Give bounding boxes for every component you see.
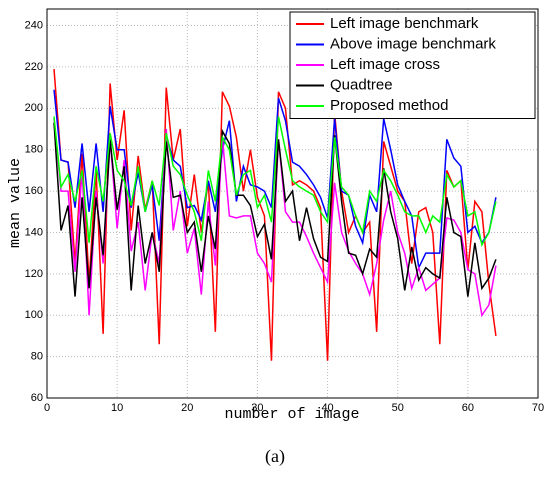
line-series bbox=[53, 116, 497, 247]
legend-label: Quadtree bbox=[330, 76, 393, 93]
line-series bbox=[53, 122, 497, 297]
x-tick-label: 60 bbox=[462, 402, 474, 414]
x-tick-label: 30 bbox=[251, 402, 263, 414]
line-series bbox=[53, 89, 497, 271]
x-tick-label: 40 bbox=[321, 402, 333, 414]
y-tick-label: 180 bbox=[25, 144, 43, 156]
y-tick-label: 160 bbox=[25, 185, 43, 197]
legend-label: Above image benchmark bbox=[330, 35, 496, 52]
legend-label: Left image benchmark bbox=[330, 15, 479, 32]
y-tick-label: 60 bbox=[31, 392, 43, 404]
line-series bbox=[53, 68, 497, 361]
x-axis-label: number of image bbox=[224, 406, 359, 423]
x-tick-label: 50 bbox=[392, 402, 404, 414]
y-tick-label: 120 bbox=[25, 268, 43, 280]
y-tick-label: 200 bbox=[25, 102, 43, 114]
legend-box bbox=[289, 11, 536, 119]
plot-frame bbox=[46, 8, 539, 399]
y-tick-label: 100 bbox=[25, 309, 43, 321]
y-tick-label: 240 bbox=[25, 19, 43, 31]
y-tick-label: 80 bbox=[31, 351, 43, 363]
x-tick-label: 10 bbox=[111, 402, 123, 414]
legend-label: Proposed method bbox=[330, 97, 448, 114]
caption: (a) bbox=[265, 446, 285, 467]
y-tick-label: 140 bbox=[25, 226, 43, 238]
y-tick-label: 220 bbox=[25, 61, 43, 73]
y-axis-label: mean value bbox=[7, 158, 24, 248]
x-tick-label: 20 bbox=[181, 402, 193, 414]
x-tick-label: 0 bbox=[44, 402, 50, 414]
legend-label: Left image cross bbox=[330, 56, 440, 73]
x-tick-label: 70 bbox=[532, 402, 544, 414]
